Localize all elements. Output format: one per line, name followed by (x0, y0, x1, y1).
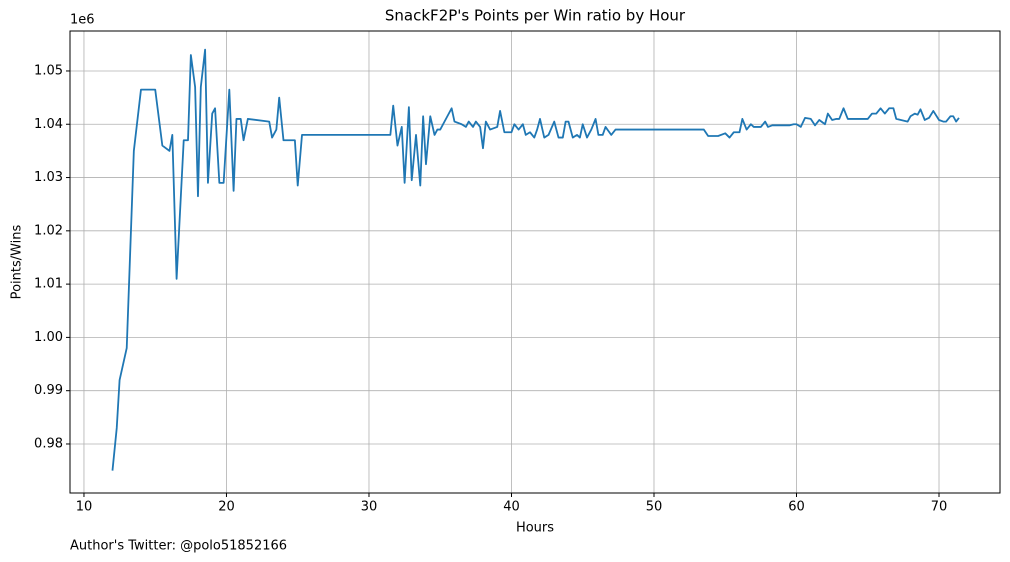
x-tick-label: 10 (76, 500, 93, 515)
y-axis-label: Points/Wins (10, 224, 25, 299)
y-offset-label: 1e6 (70, 13, 95, 28)
y-tick-label: 1.05 (34, 63, 63, 78)
data-line (111, 48, 960, 471)
x-tick-label: 20 (218, 500, 235, 515)
x-tick-label: 50 (646, 500, 663, 515)
footnote: Author's Twitter: @polo51852166 (70, 539, 287, 554)
x-axis-label: Hours (516, 521, 554, 536)
y-tick-label: 0.99 (34, 383, 63, 398)
x-tick-label: 70 (931, 500, 948, 515)
chart-title: SnackF2P's Points per Win ratio by Hour (385, 7, 686, 25)
y-tick-label: 1.03 (34, 170, 63, 185)
y-tick-label: 1.01 (34, 277, 63, 292)
x-tick-label: 60 (788, 500, 805, 515)
y-tick-label: 1.04 (34, 117, 63, 132)
y-tick-label: 1.00 (34, 330, 63, 345)
y-tick-label: 0.98 (34, 436, 63, 451)
y-tick-label: 1.02 (34, 223, 63, 238)
x-tick-label: 30 (361, 500, 378, 515)
plot-frame (69, 30, 1001, 494)
x-tick-label: 40 (503, 500, 520, 515)
